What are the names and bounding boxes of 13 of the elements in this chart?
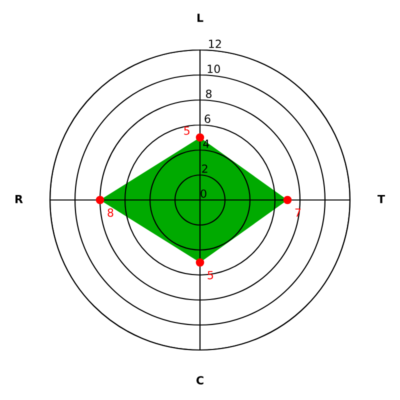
spoke-label: T [378,194,385,204]
data-label: 8 [108,208,114,217]
data-label: 5 [184,126,190,135]
spoke-label: L [197,14,204,22]
y-tick-label: 0 [200,189,206,198]
y-tick-label: 8 [206,90,212,98]
y-tick-label: 12 [209,40,221,48]
y-tick-label: 4 [203,140,210,148]
spoke-label: C [196,376,204,384]
y-tick-label: 6 [204,114,210,123]
y-tick-label: 2 [202,164,208,173]
y-tick-label: 10 [208,64,220,74]
spoke-label: R [15,194,23,204]
